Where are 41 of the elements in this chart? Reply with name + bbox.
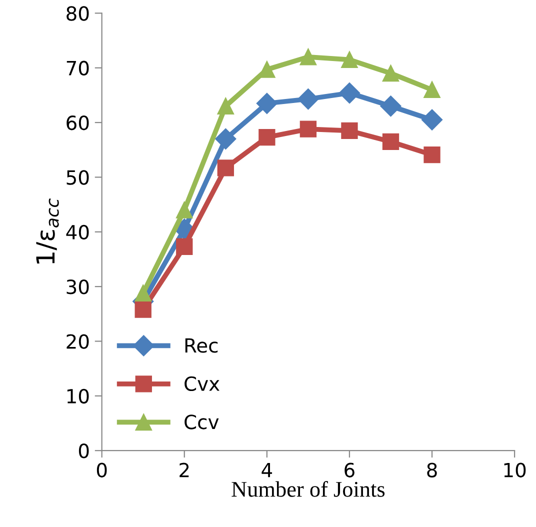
point: [422, 109, 443, 130]
point: [217, 98, 234, 114]
point: [176, 202, 193, 218]
point: [338, 82, 360, 104]
y-axis-title: 1/ε$_{acc}$: [36, 198, 59, 264]
x-tick-label: 0: [96, 462, 107, 478]
point: [217, 160, 234, 176]
point: [382, 64, 400, 82]
y-tick-label: 60: [66, 115, 89, 130]
legend-label: Rec: [185, 338, 218, 353]
y-tick-label: 80: [66, 6, 89, 21]
point: [298, 88, 319, 110]
x-tick-label: 6: [344, 462, 354, 478]
y-tick-label: 70: [66, 60, 89, 76]
y-tick-label: 0: [78, 444, 89, 458]
legend-label: Ccv: [184, 414, 219, 430]
point: [380, 96, 402, 117]
legend-label: Cvx: [184, 376, 220, 392]
point: [134, 284, 152, 302]
point: [341, 122, 358, 140]
point: [424, 81, 440, 98]
x-tick-label: 10: [504, 462, 526, 478]
y-tick-label: 30: [66, 280, 89, 294]
y-tick-label: 20: [66, 334, 89, 349]
point: [176, 238, 193, 255]
y-tick-label: 50: [66, 170, 89, 185]
point: [134, 301, 152, 318]
point: [215, 128, 236, 150]
x-axis-title: Number of Joints: [232, 480, 385, 497]
x-tick-label: 4: [262, 462, 272, 478]
point: [258, 128, 276, 146]
x-tick-label: 8: [427, 462, 437, 478]
y-tick-label: 40: [66, 224, 89, 240]
point: [300, 48, 317, 66]
point: [424, 146, 440, 164]
point: [256, 92, 278, 114]
x-tick-label: 2: [180, 462, 189, 478]
point: [382, 133, 400, 150]
point: [300, 120, 317, 138]
point: [341, 51, 358, 68]
y-tick-label: 10: [67, 388, 89, 404]
